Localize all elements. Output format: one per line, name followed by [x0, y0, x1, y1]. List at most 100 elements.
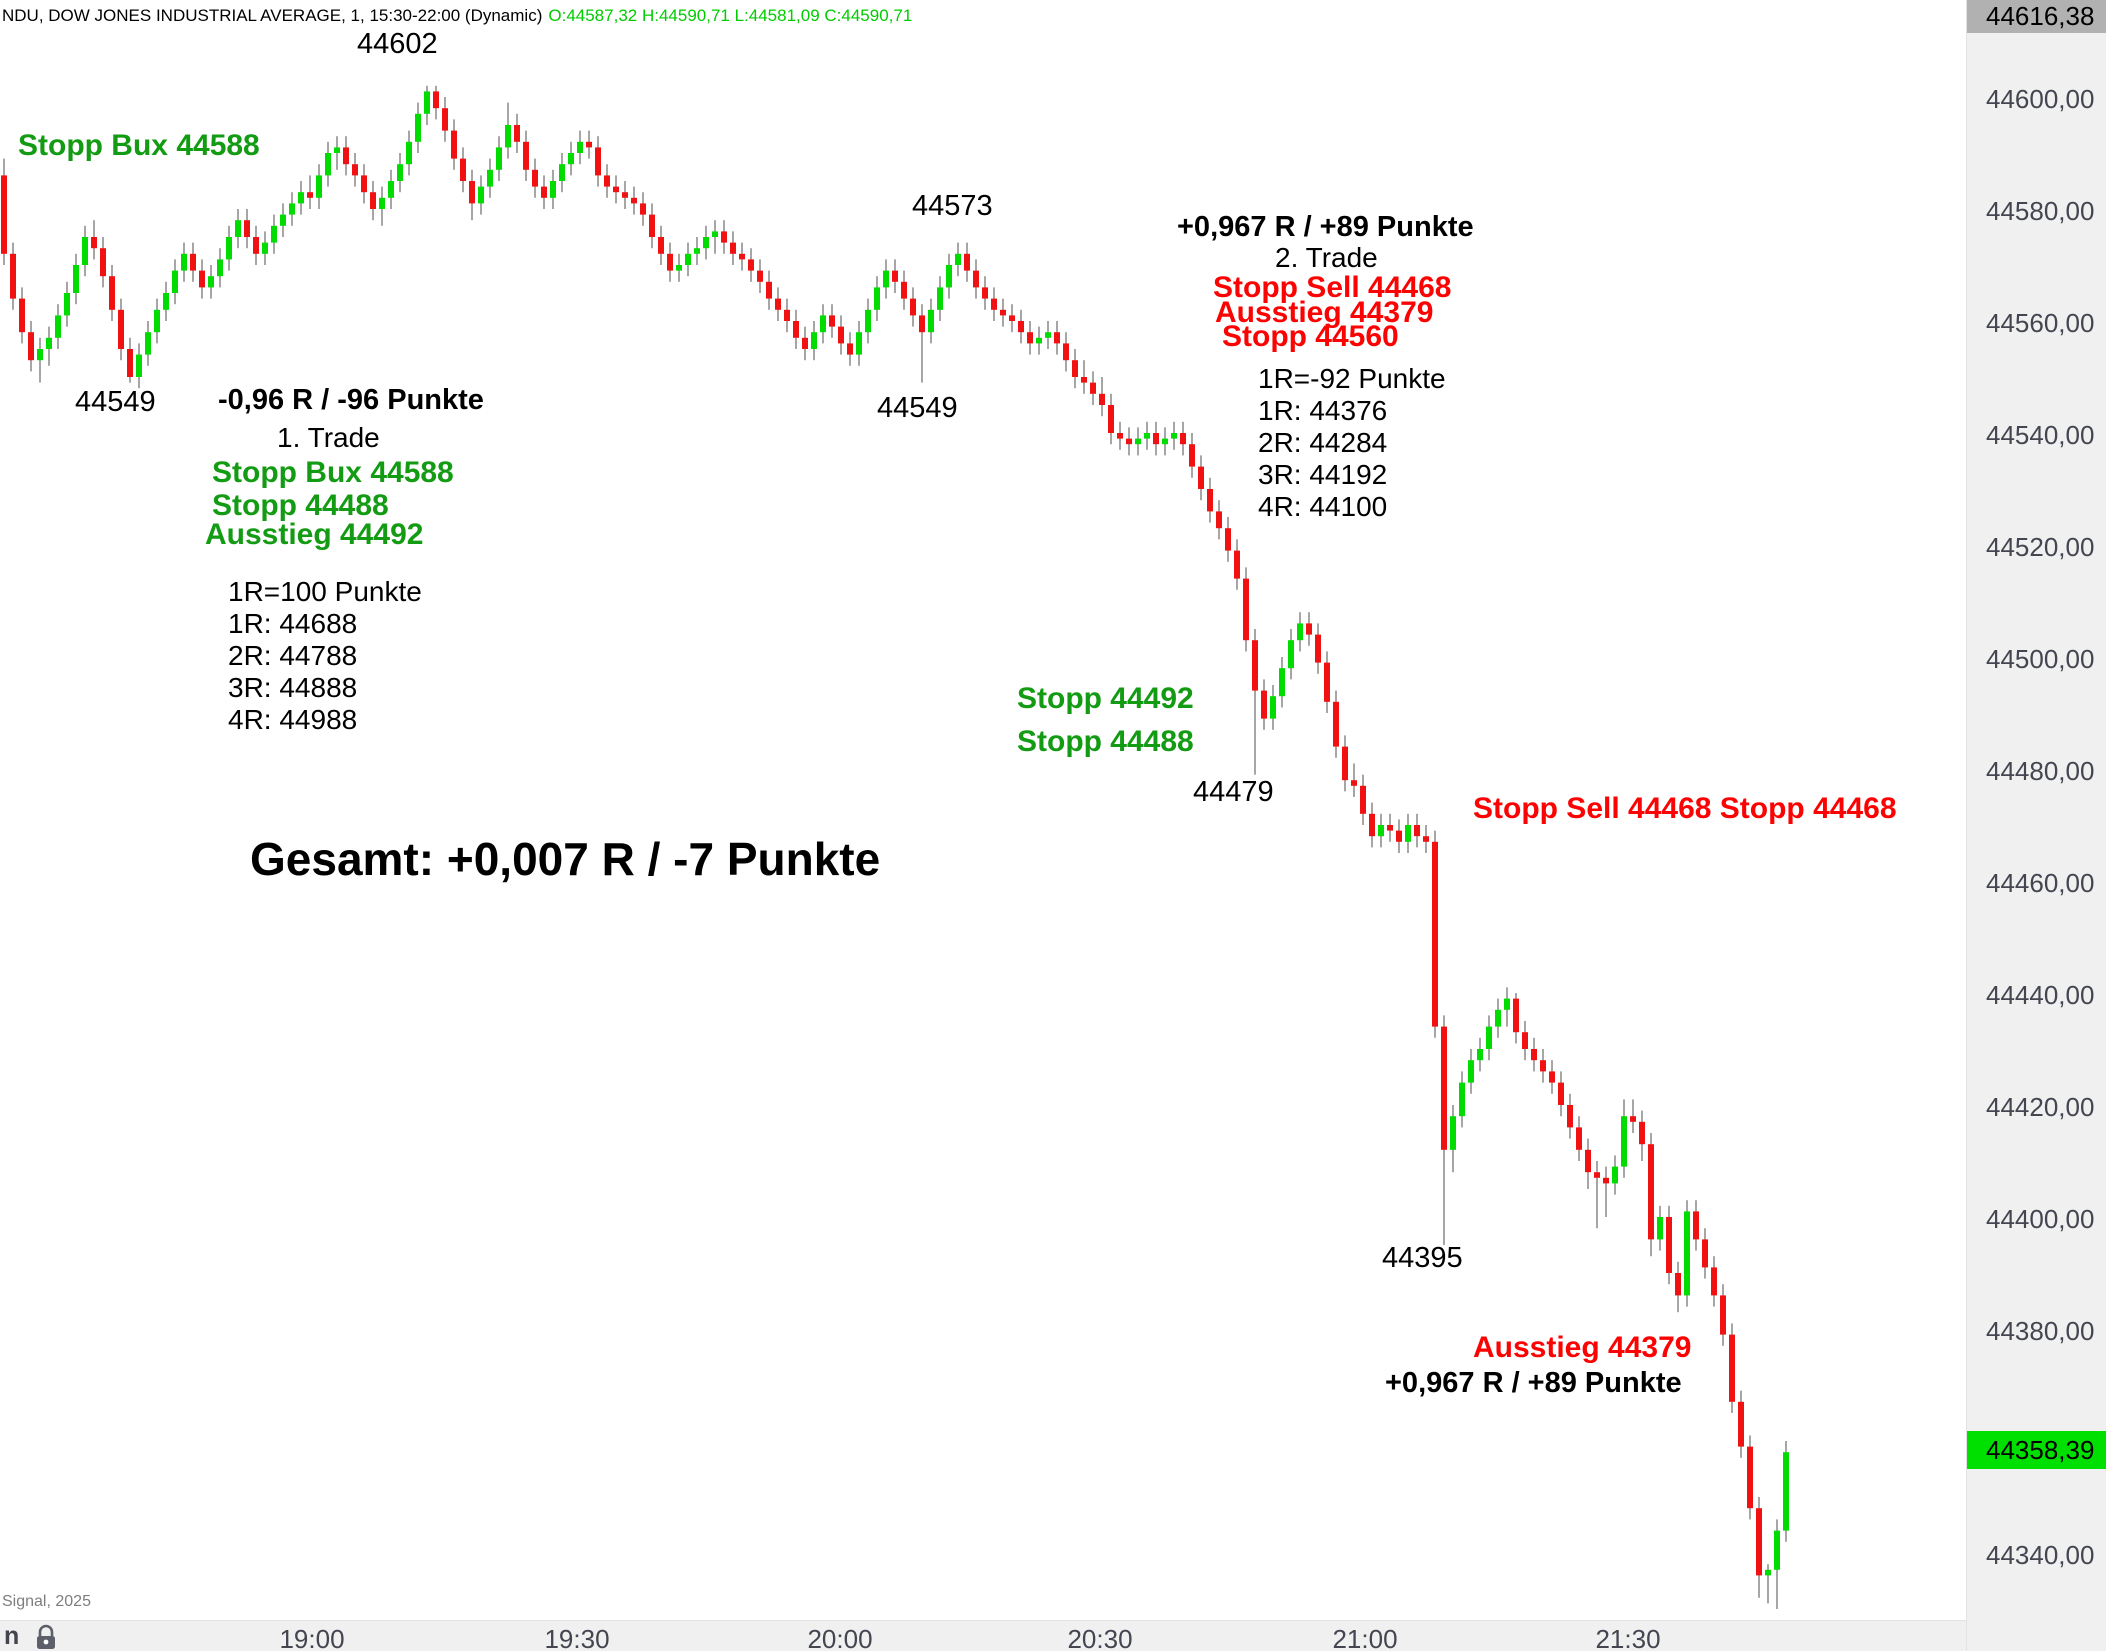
candle-body [1441, 1026, 1447, 1150]
candle-body [550, 181, 556, 198]
candle-body [1279, 668, 1285, 697]
candle-body [946, 265, 952, 288]
candle-body [919, 315, 925, 333]
candle-body [91, 237, 97, 249]
candle-body [910, 298, 916, 316]
candle-body [667, 253, 673, 271]
trade1-stopp: Stopp 44488 [212, 489, 389, 522]
candle-body [424, 91, 430, 114]
trade1-4r: 4R: 44988 [228, 704, 358, 735]
candle-body [1594, 1172, 1600, 1178]
candle-body [289, 203, 295, 215]
candle-body [640, 203, 646, 215]
candle-body [1702, 1239, 1708, 1268]
trade2-2r: 2R: 44284 [1258, 427, 1388, 458]
time-tick-label: 21:30 [1595, 1624, 1661, 1651]
candle-body [937, 287, 943, 310]
trade2-stopp: Stopp 44560 [1222, 320, 1399, 353]
ausstieg-44379-bottom: Ausstieg 44379 [1473, 1331, 1692, 1364]
price-tick-label: 44380,00 [1986, 1316, 2095, 1346]
candle-body [1513, 998, 1519, 1033]
candle-body [577, 141, 583, 153]
candle-body [1099, 393, 1105, 405]
candle-body [784, 309, 790, 321]
candle-body [1477, 1049, 1483, 1061]
price-tick-label: 44440,00 [1986, 980, 2095, 1010]
candle-body [478, 186, 484, 204]
candle-body [1747, 1446, 1753, 1509]
candle-body [622, 192, 628, 198]
candle-body [730, 242, 736, 254]
candle-body [352, 164, 358, 176]
candle-body [334, 147, 340, 153]
candle-body [1315, 634, 1321, 663]
candle-body [199, 270, 205, 288]
candle-body [1540, 1060, 1546, 1072]
candle-body [658, 237, 664, 254]
candle-body [1297, 623, 1303, 641]
candle-body [1009, 315, 1015, 321]
candle-body [262, 242, 268, 254]
candle-body [505, 125, 511, 148]
candle-body [181, 253, 187, 271]
trade1-3r: 3R: 44888 [228, 672, 358, 703]
session-high-price-tag: 44616,38 [1967, 0, 2106, 33]
candle-body [325, 153, 331, 176]
candle-body [118, 309, 124, 349]
candle-body [442, 108, 448, 131]
time-tick-label: 20:00 [807, 1624, 873, 1651]
timeframe-remnant-label: n [4, 1622, 20, 1650]
candle-body [1333, 701, 1339, 747]
candle-body [1621, 1116, 1627, 1167]
candle-body [1090, 382, 1096, 394]
candle-body [1387, 825, 1393, 831]
stopp-44488-mid: Stopp 44488 [1017, 725, 1194, 758]
candle-body [1765, 1569, 1771, 1576]
time-axis[interactable]: n 19:00 19:30 20:00 20:30 21:00 21:30 [0, 1620, 1966, 1651]
candle-body [19, 298, 25, 333]
time-tick-label: 21:00 [1332, 1624, 1398, 1651]
trade2-r-base: 1R=-92 Punkte [1258, 363, 1446, 394]
candle-body [802, 337, 808, 349]
candle-body [685, 253, 691, 265]
trade1-stopp-bux: Stopp Bux 44588 [212, 456, 454, 489]
candle-body [1522, 1032, 1528, 1049]
candle-body [541, 186, 547, 198]
candle-body [379, 197, 385, 209]
chart-plot-area[interactable]: NDU, DOW JONES INDUSTRIAL AVERAGE, 1, 15… [0, 0, 1966, 1620]
candle-body [703, 237, 709, 249]
candle-body [1072, 360, 1078, 377]
stopp-sell-line: Stopp Sell 44468 Stopp 44468 [1473, 792, 1897, 825]
candle-body [1432, 841, 1438, 1027]
price-tick-label: 44540,00 [1986, 420, 2095, 450]
candle-body [1639, 1121, 1645, 1145]
candle-body [136, 354, 142, 377]
trade2-stopp-sell: Stopp Sell 44468 [1213, 271, 1452, 304]
candle-body [145, 332, 151, 355]
candle-body [1612, 1166, 1618, 1184]
candle-body [1189, 444, 1195, 467]
price-axis[interactable]: 44600,00 44580,00 44560,00 44540,00 44520,00… [1966, 0, 2106, 1651]
symbol-info-label: NDU, DOW JONES INDUSTRIAL AVERAGE, 1, 15… [2, 6, 543, 25]
trade2-4r: 4R: 44100 [1258, 491, 1388, 522]
candle-body [64, 293, 70, 316]
candle-body [1558, 1082, 1564, 1105]
candle-body [343, 147, 349, 165]
candle-body [154, 309, 160, 333]
candle-body [1666, 1217, 1672, 1273]
candle-body [1684, 1211, 1690, 1296]
candle-body [856, 332, 862, 355]
swing-low-44549-left: 44549 [75, 386, 156, 418]
candle-body [280, 214, 286, 226]
trade1-r-base: 1R=100 Punkte [228, 576, 422, 607]
swing-low-44479: 44479 [1193, 776, 1274, 808]
candle-body [1576, 1127, 1582, 1150]
candle-body [271, 225, 277, 243]
candle-body [1018, 321, 1024, 333]
candle-body [1549, 1071, 1555, 1083]
price-tick-label: 44500,00 [1986, 644, 2095, 674]
candlestick-chart [1, 85, 1789, 1609]
candle-body [829, 315, 835, 327]
lock-icon[interactable] [34, 1623, 58, 1651]
